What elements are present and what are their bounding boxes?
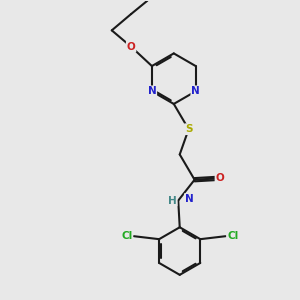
Text: H: H [168,196,177,206]
Text: Cl: Cl [121,231,132,241]
Text: S: S [185,124,192,134]
Text: Cl: Cl [227,231,238,241]
Text: O: O [215,173,224,183]
Text: N: N [191,86,200,96]
Text: N: N [148,86,156,96]
Text: N: N [185,194,194,204]
Text: O: O [127,42,136,52]
